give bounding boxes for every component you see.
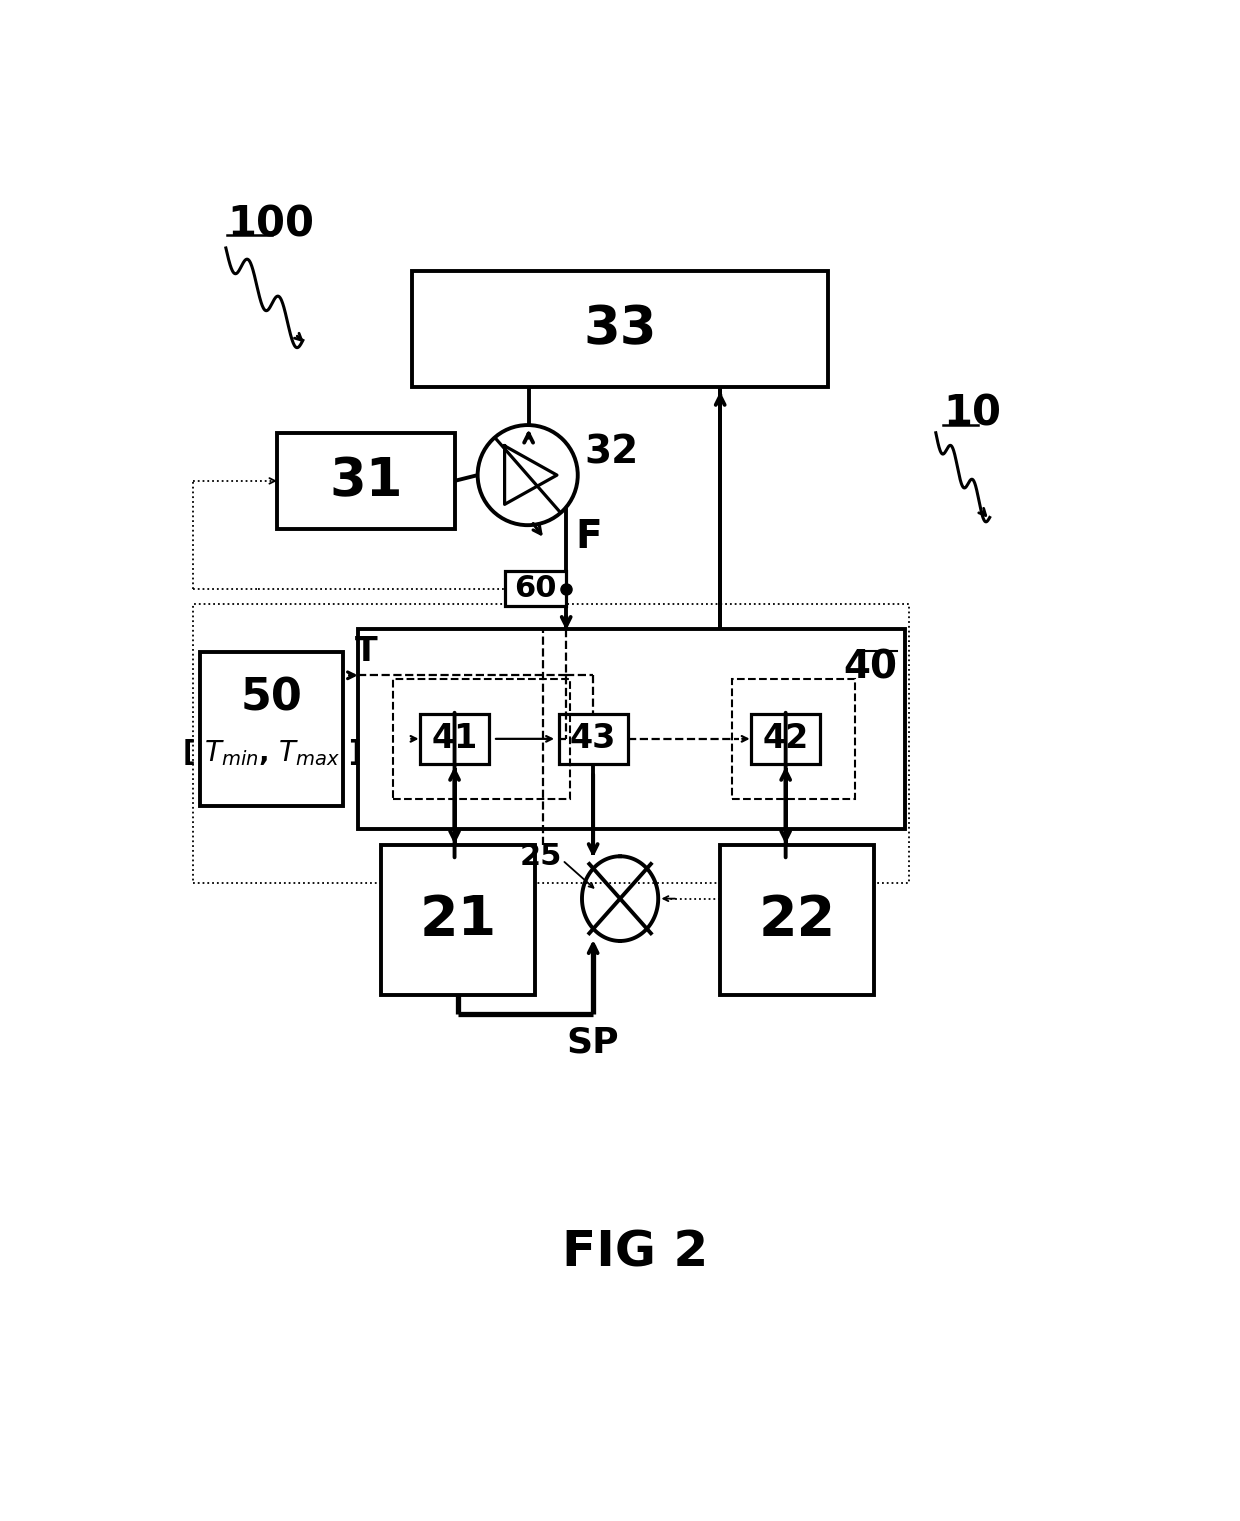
Text: 60: 60 — [515, 575, 557, 604]
Text: F: F — [575, 517, 603, 555]
FancyBboxPatch shape — [720, 844, 874, 995]
Text: T: T — [355, 634, 377, 668]
Text: 10: 10 — [944, 392, 1002, 435]
Text: 22: 22 — [759, 893, 836, 946]
Text: SP: SP — [567, 1025, 620, 1060]
Text: 41: 41 — [432, 722, 477, 756]
Text: 33: 33 — [583, 303, 657, 354]
Circle shape — [477, 424, 578, 525]
FancyBboxPatch shape — [201, 653, 343, 806]
Text: 43: 43 — [570, 722, 616, 756]
FancyBboxPatch shape — [420, 713, 490, 764]
Text: 100: 100 — [227, 204, 315, 246]
Text: 42: 42 — [763, 722, 808, 756]
FancyBboxPatch shape — [278, 433, 455, 529]
FancyBboxPatch shape — [505, 572, 567, 605]
Text: 40: 40 — [843, 648, 898, 686]
Text: 31: 31 — [330, 455, 403, 506]
FancyBboxPatch shape — [412, 271, 828, 386]
Text: 25: 25 — [520, 841, 563, 870]
FancyBboxPatch shape — [358, 630, 905, 829]
Text: [ $T_{min}$, $T_{max}$ ]: [ $T_{min}$, $T_{max}$ ] — [182, 736, 361, 768]
Text: 50: 50 — [241, 677, 303, 719]
FancyBboxPatch shape — [558, 713, 627, 764]
FancyBboxPatch shape — [382, 844, 536, 995]
Text: 32: 32 — [584, 433, 639, 472]
FancyBboxPatch shape — [751, 713, 821, 764]
Text: FIG 2: FIG 2 — [563, 1229, 708, 1276]
Text: 21: 21 — [420, 893, 497, 946]
